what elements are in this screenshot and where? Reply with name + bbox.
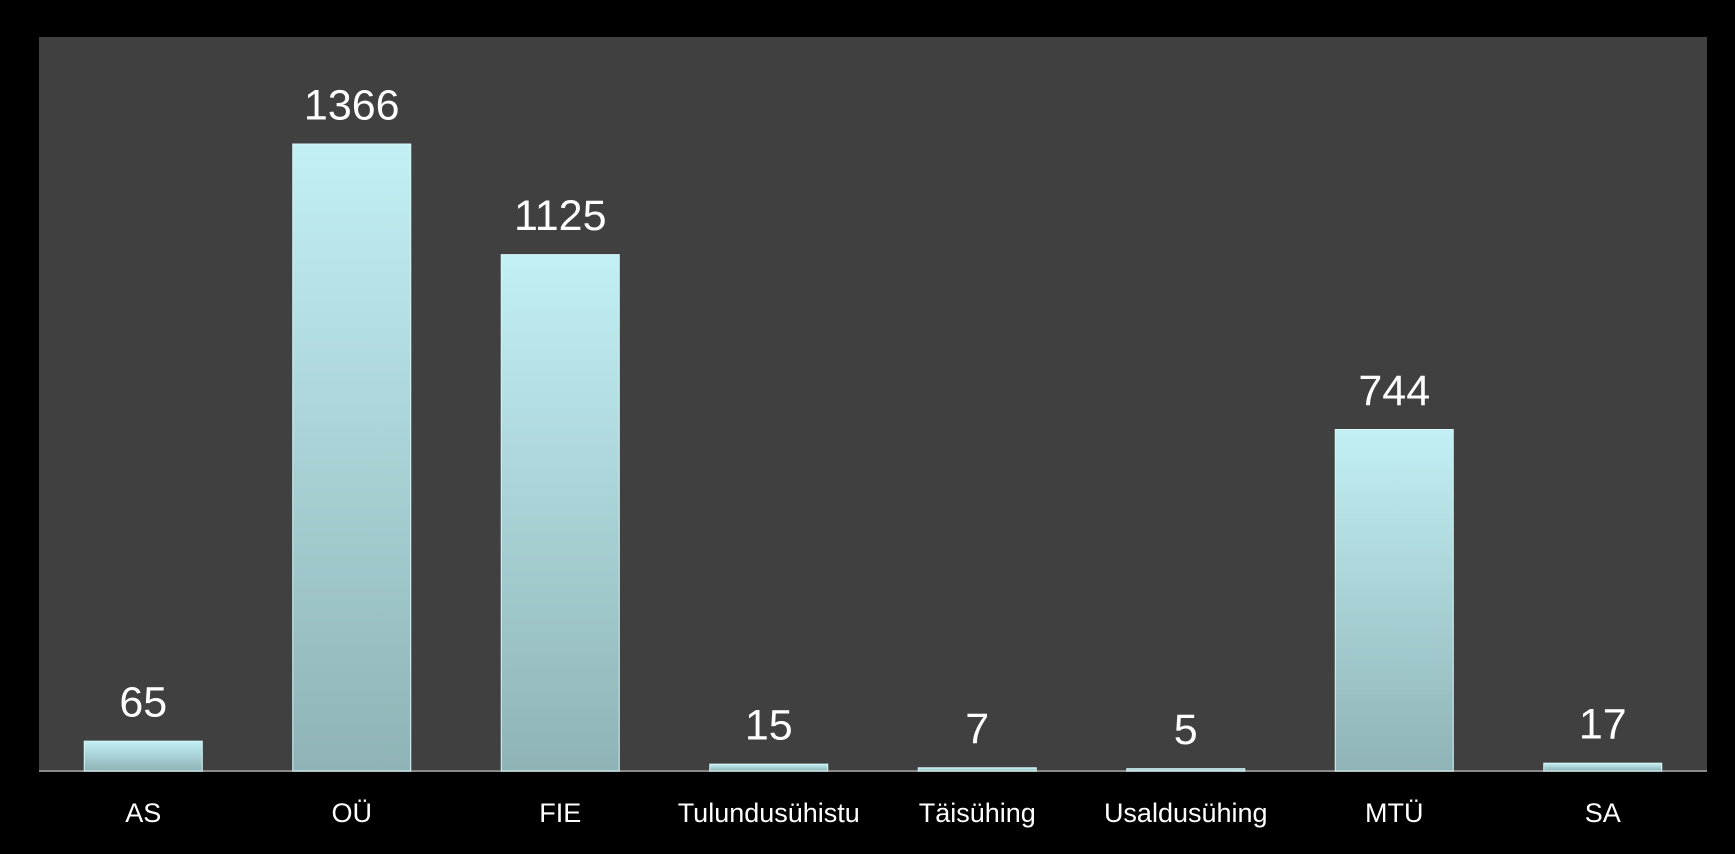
bar xyxy=(709,763,829,772)
bar xyxy=(292,143,412,772)
plot-area xyxy=(39,37,1707,771)
bar xyxy=(1126,768,1246,772)
x-tick-label: OÜ xyxy=(332,798,373,828)
x-tick-label: AS xyxy=(125,798,161,828)
value-label: 17 xyxy=(1579,701,1627,749)
bar xyxy=(917,767,1037,772)
value-label: 744 xyxy=(1358,367,1430,415)
x-tick-label: Usaldusühing xyxy=(1104,798,1268,828)
x-tick-label: Täisühing xyxy=(919,798,1036,828)
bar xyxy=(500,254,620,772)
x-tick-label: SA xyxy=(1585,798,1621,828)
bar xyxy=(1334,429,1454,772)
bar xyxy=(1543,762,1663,772)
x-tick-label: Tulundusühistu xyxy=(678,798,860,828)
value-label: 15 xyxy=(745,701,793,749)
value-label: 65 xyxy=(119,679,167,727)
x-tick-label: FIE xyxy=(539,798,581,828)
value-label: 7 xyxy=(965,705,989,753)
value-label: 1366 xyxy=(304,81,400,129)
value-label: 5 xyxy=(1174,706,1198,754)
value-label: 1125 xyxy=(514,192,606,240)
bar xyxy=(83,740,203,772)
x-tick-label: MTÜ xyxy=(1365,798,1423,828)
